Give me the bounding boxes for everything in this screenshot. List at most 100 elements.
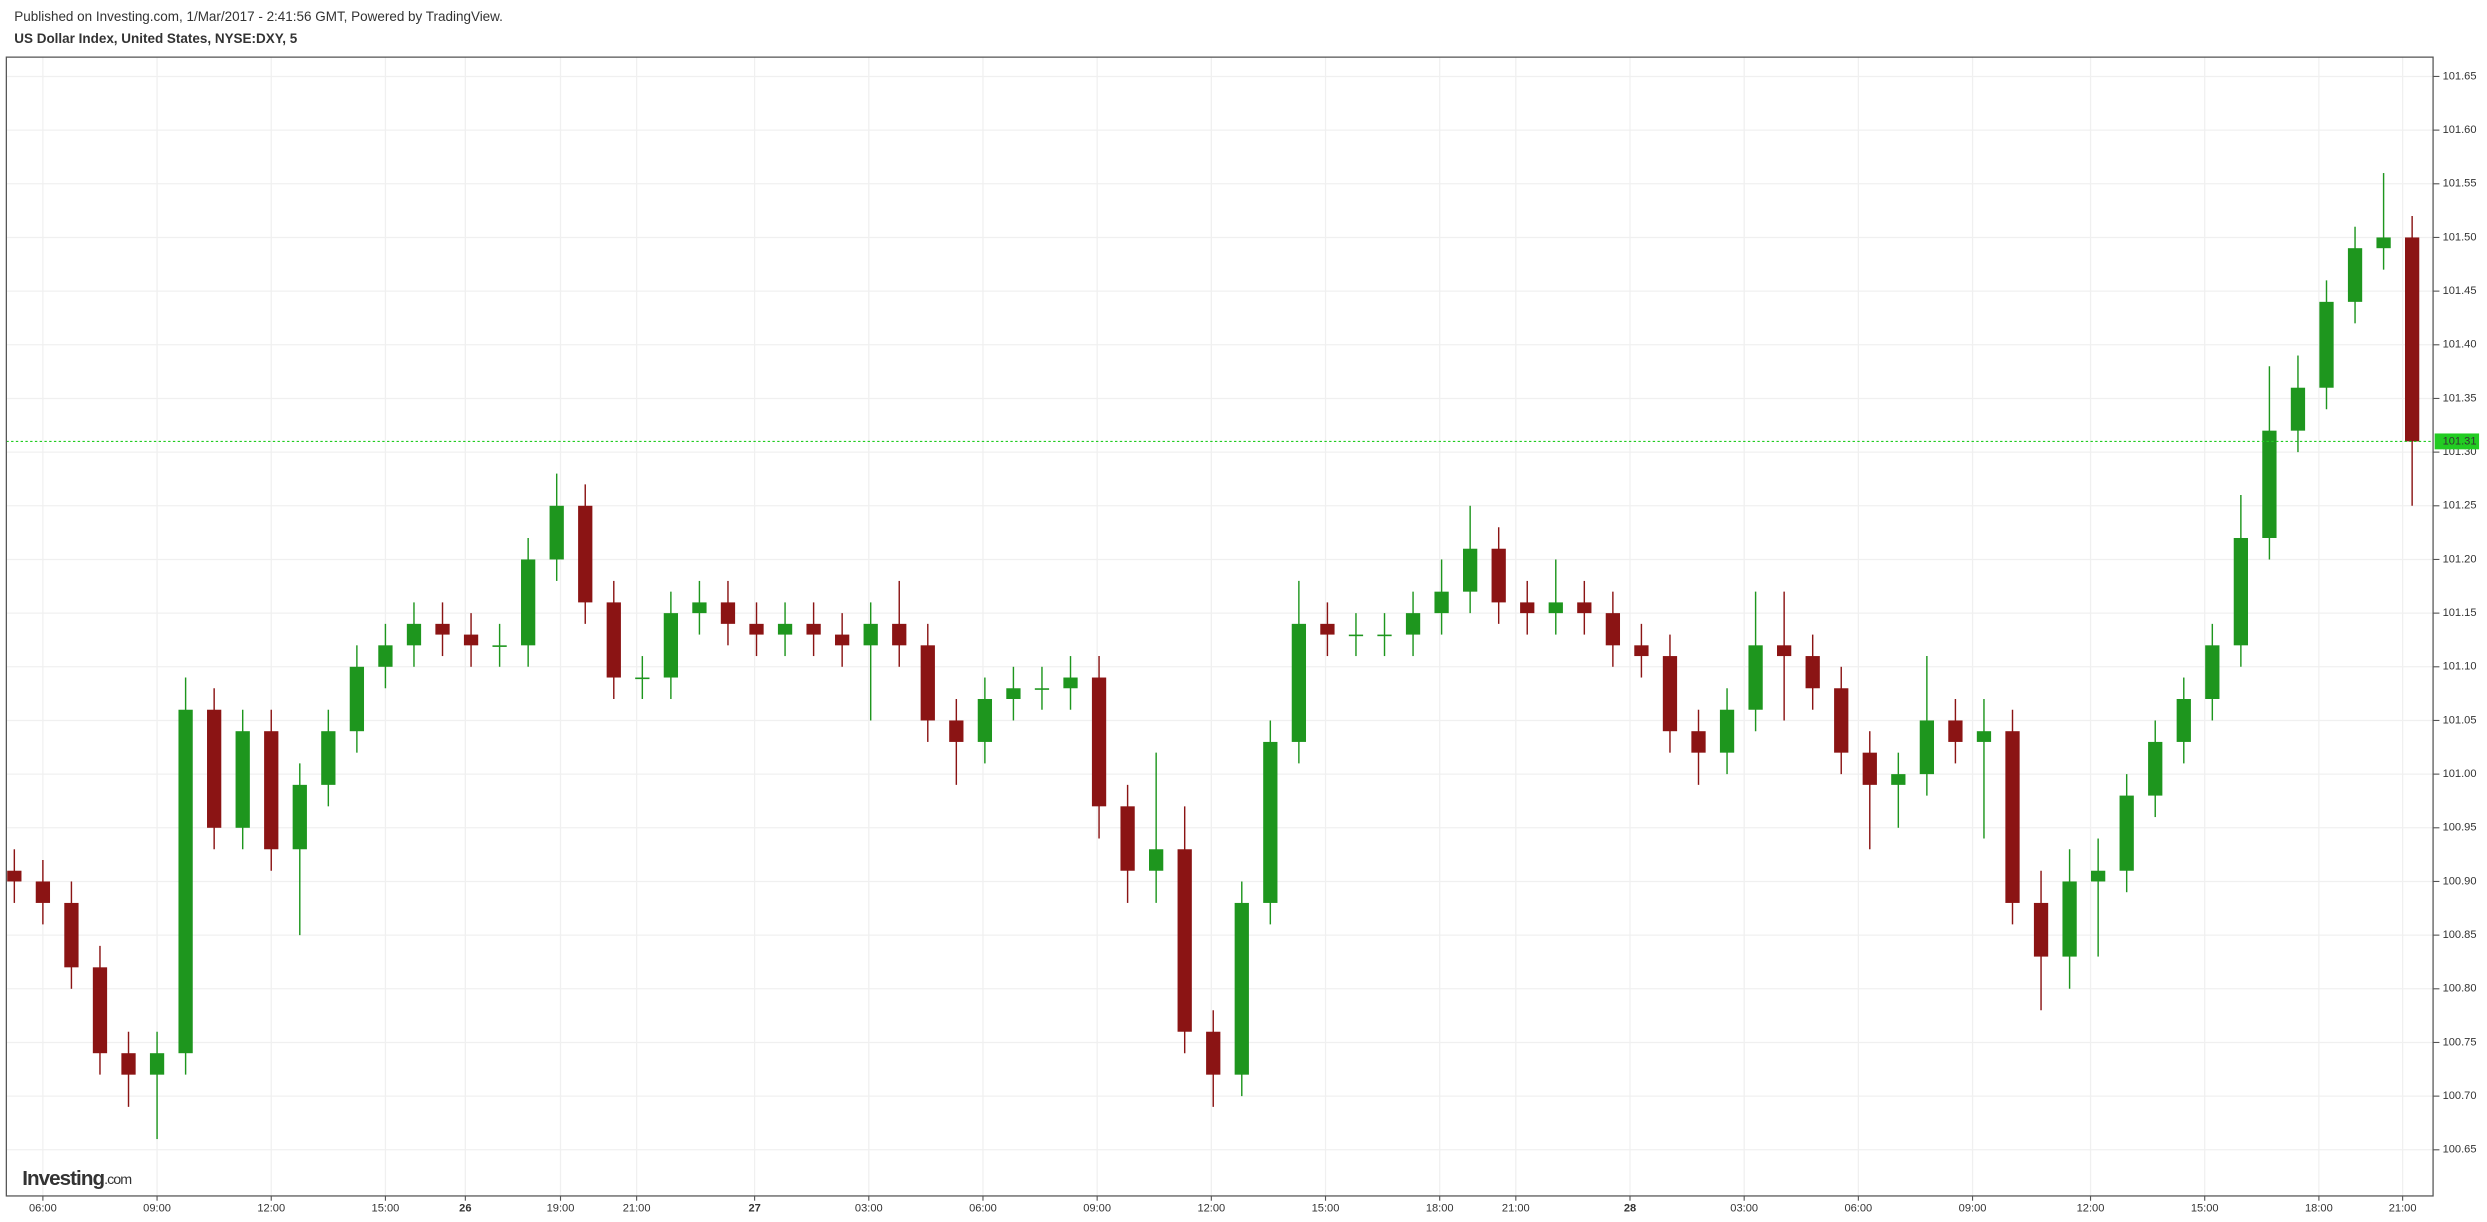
candle-body bbox=[64, 902, 79, 968]
x-tick-label: 15:00 bbox=[1312, 1203, 1340, 1215]
candle-body bbox=[1234, 902, 1249, 1075]
x-tick-label: 21:00 bbox=[2389, 1203, 2417, 1215]
x-tick-label: 27 bbox=[748, 1203, 760, 1215]
x-tick-label: 12:00 bbox=[2077, 1203, 2105, 1215]
x-tick-label: 03:00 bbox=[855, 1203, 883, 1215]
candle-body bbox=[2062, 881, 2077, 957]
candle-body bbox=[777, 623, 793, 635]
x-tick-label: 15:00 bbox=[372, 1203, 400, 1215]
candle-body bbox=[121, 1053, 136, 1075]
candle-body bbox=[1520, 602, 1535, 614]
header: Published on Investing.com, 1/Mar/2017 -… bbox=[14, 9, 503, 24]
candle-body bbox=[2347, 248, 2363, 302]
candle-body bbox=[1805, 656, 1820, 689]
candle-body bbox=[1463, 548, 1478, 592]
candle-body bbox=[1263, 741, 1278, 903]
candle-body bbox=[1748, 645, 1763, 710]
candle-body bbox=[549, 505, 564, 560]
candle-body bbox=[720, 602, 736, 624]
x-tick-label: 19:00 bbox=[547, 1203, 575, 1215]
candle-body bbox=[349, 666, 365, 732]
candle-body bbox=[635, 677, 650, 680]
candle-body bbox=[1120, 806, 1135, 871]
y-tick-label: 100.95 bbox=[2443, 822, 2477, 834]
candle-body bbox=[149, 1053, 165, 1075]
x-tick-label: 21:00 bbox=[1502, 1203, 1530, 1215]
y-tick-label: 101.35 bbox=[2443, 392, 2477, 404]
candle-body bbox=[1034, 688, 1050, 690]
candle-body bbox=[892, 623, 907, 646]
plot-frame bbox=[5, 56, 2434, 1197]
y-tick-label: 101.55 bbox=[2443, 178, 2477, 190]
axes: 100.65 100.70 100.75 100.80 100.85 100.90 100.… bbox=[29, 70, 2480, 1215]
candle-body bbox=[1091, 677, 1107, 807]
candle-body bbox=[1206, 1031, 1221, 1075]
y-tick-label: 101.65 bbox=[2443, 70, 2477, 82]
x-tick-label: 18:00 bbox=[2305, 1203, 2333, 1215]
candle-body bbox=[2205, 645, 2220, 699]
y-tick-label: 100.85 bbox=[2443, 929, 2477, 941]
candle-body bbox=[2176, 698, 2191, 742]
y-tick-label: 101.40 bbox=[2443, 339, 2477, 351]
x-tick-label: 28 bbox=[1624, 1203, 1636, 1215]
candle-body bbox=[1662, 656, 1678, 732]
y-tick-label: 101.25 bbox=[2443, 500, 2477, 512]
candle-body bbox=[1063, 677, 1078, 689]
last-price-box bbox=[2434, 433, 2480, 450]
candle-body bbox=[1719, 709, 1735, 753]
candle-body bbox=[1291, 623, 1307, 742]
candle-body bbox=[321, 731, 336, 785]
candle-body bbox=[977, 698, 993, 742]
candle-body bbox=[835, 634, 850, 646]
x-tick-label: 06:00 bbox=[29, 1203, 57, 1215]
x-tick-label: 12:00 bbox=[257, 1203, 285, 1215]
y-tick-label: 100.65 bbox=[2443, 1144, 2477, 1156]
candle-body bbox=[1862, 752, 1877, 785]
y-tick-label: 101.45 bbox=[2443, 285, 2477, 297]
candles bbox=[6, 173, 2434, 1140]
candle-body bbox=[235, 731, 250, 828]
candle-body bbox=[1149, 849, 1164, 871]
candle-body bbox=[178, 709, 193, 1054]
y-tick-label: 101.20 bbox=[2443, 553, 2477, 565]
candle-body bbox=[292, 784, 307, 850]
candle-body bbox=[1976, 731, 1992, 742]
candle-body bbox=[463, 634, 479, 646]
candle-body bbox=[1948, 720, 1963, 742]
x-tick-label: 06:00 bbox=[1844, 1203, 1872, 1215]
y-tick-label: 101.05 bbox=[2443, 714, 2477, 726]
candle-body bbox=[2233, 537, 2249, 646]
x-tick-label: 26 bbox=[459, 1203, 471, 1215]
candle-body bbox=[1834, 688, 1849, 753]
y-tick-label: 101.10 bbox=[2443, 661, 2477, 673]
y-tick-label: 100.80 bbox=[2443, 983, 2477, 995]
candle-body bbox=[1777, 645, 1792, 657]
candle-body bbox=[2033, 902, 2049, 957]
y-tick-label: 100.70 bbox=[2443, 1090, 2477, 1102]
candle-body bbox=[949, 720, 964, 742]
candle-body bbox=[806, 623, 821, 635]
candle-body bbox=[863, 623, 878, 646]
y-tick-label: 101.50 bbox=[2443, 231, 2477, 243]
candle-body bbox=[1691, 731, 1706, 753]
candle-body bbox=[663, 613, 679, 678]
candle-body bbox=[92, 967, 108, 1054]
candle-body bbox=[378, 645, 393, 667]
grid bbox=[6, 57, 2434, 1196]
candle-body bbox=[1891, 774, 1906, 785]
candle-body bbox=[1434, 591, 1449, 614]
candle-body bbox=[1919, 720, 1935, 775]
y-tick-label: 101.00 bbox=[2443, 768, 2477, 780]
candle-body bbox=[606, 602, 621, 678]
candle-body bbox=[1320, 623, 1335, 635]
x-tick-label: 09:00 bbox=[1083, 1203, 1111, 1215]
candle-body bbox=[207, 709, 222, 828]
x-tick-label: 09:00 bbox=[1959, 1203, 1987, 1215]
candle-body bbox=[1348, 634, 1364, 637]
candle-body bbox=[2119, 795, 2134, 871]
x-tick-label: 21:00 bbox=[623, 1203, 651, 1215]
watermark-main: Investing bbox=[22, 1168, 104, 1191]
candle-body bbox=[2148, 741, 2163, 796]
